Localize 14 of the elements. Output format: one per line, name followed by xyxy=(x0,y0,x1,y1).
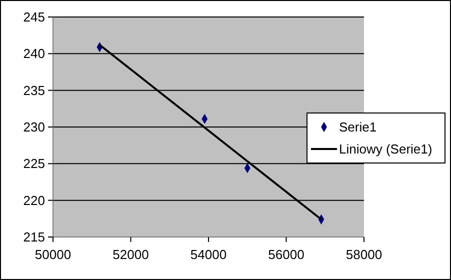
y-tick-label: 240 xyxy=(23,46,45,62)
legend-label: Serie1 xyxy=(339,120,377,135)
x-tick-label: 58000 xyxy=(346,247,382,262)
x-tick-label: 54000 xyxy=(190,247,227,262)
y-tick-label: 225 xyxy=(23,156,45,172)
y-tick-label: 220 xyxy=(23,192,45,208)
x-tick-label: 56000 xyxy=(268,247,304,262)
legend-label: Liniowy (Serie1) xyxy=(339,142,432,157)
y-tick-label: 245 xyxy=(23,10,45,25)
y-tick-label: 235 xyxy=(23,82,45,98)
x-tick-label: 50000 xyxy=(34,247,72,262)
x-tick-label: 52000 xyxy=(112,247,149,262)
y-tick-label: 215 xyxy=(23,230,45,245)
y-tick-label: 230 xyxy=(23,120,45,135)
